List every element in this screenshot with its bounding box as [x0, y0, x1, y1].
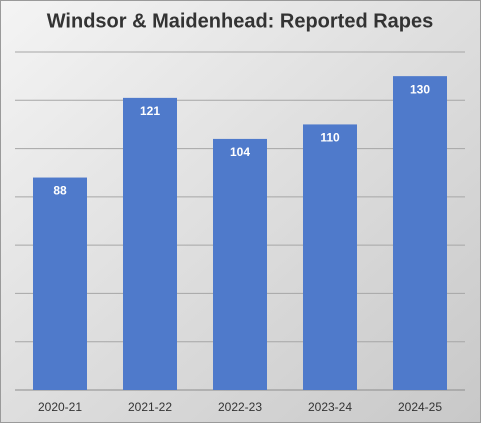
bar: [303, 124, 357, 390]
data-label: 110: [320, 131, 340, 145]
x-tick-label: 2022-23: [218, 400, 262, 414]
data-label: 130: [410, 82, 430, 96]
x-tick-label: 2024-25: [398, 400, 442, 414]
bar: [393, 76, 447, 391]
x-tick-label: 2021-22: [128, 400, 172, 414]
data-label: 104: [230, 145, 250, 159]
x-tick-label: 2020-21: [38, 400, 82, 414]
bar: [123, 97, 177, 390]
bar: [33, 177, 87, 390]
x-tick-label: 2023-24: [308, 400, 352, 414]
data-label: 121: [140, 104, 160, 118]
chart-title: Windsor & Maidenhead: Reported Rapes: [47, 10, 434, 32]
data-label: 88: [53, 184, 67, 198]
bar: [213, 138, 267, 390]
